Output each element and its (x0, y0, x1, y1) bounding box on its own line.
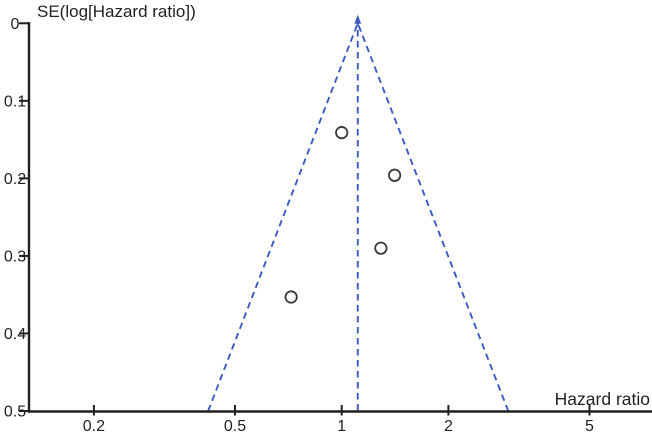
study-data-point (374, 241, 388, 255)
y-axis-title: SE(log[Hazard ratio]) (37, 2, 196, 21)
y-tick-label: 0.4 (4, 326, 26, 343)
x-tick-label: 0.5 (224, 418, 246, 435)
funnel-left-boundary-line (207, 22, 359, 412)
x-tick-label: 1 (337, 418, 346, 435)
y-tick-label: 0.1 (4, 93, 26, 110)
y-tick-label: 0.2 (4, 171, 26, 188)
x-tick-label: 2 (444, 418, 453, 435)
y-tick-label: 0.5 (4, 404, 26, 421)
x-tick-label: 5 (585, 418, 594, 435)
x-tick-label: 0.2 (83, 418, 105, 435)
study-data-point (387, 168, 402, 182)
funnel-right-boundary-line (356, 22, 510, 412)
y-tick-label: 0.3 (4, 248, 26, 265)
funnel-apex-tip (354, 14, 362, 24)
x-axis-title: Hazard ratio (554, 389, 650, 409)
y-tick-label: 0 (11, 16, 20, 33)
study-data-point (284, 290, 298, 304)
study-data-point (335, 126, 349, 140)
